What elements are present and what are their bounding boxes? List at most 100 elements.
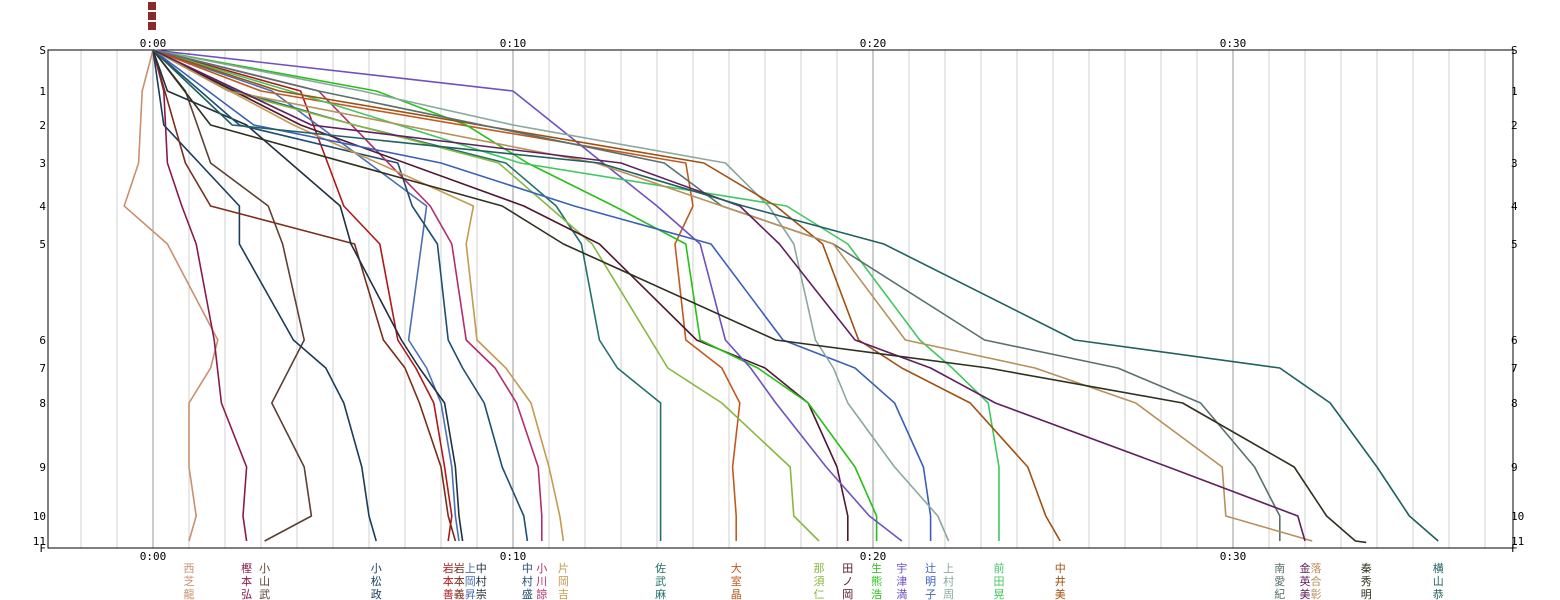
y-tick-label-right: 8 bbox=[1511, 397, 1518, 410]
runner-name-char: 西 bbox=[184, 562, 195, 575]
runner-name-char: 佐 bbox=[655, 561, 666, 575]
series-line-16 bbox=[152, 49, 903, 542]
runner-name-char: 村 bbox=[522, 574, 533, 588]
runner-name-char: 英 bbox=[1300, 574, 1311, 588]
runner-name-char: 上 bbox=[465, 562, 476, 575]
series-line-13 bbox=[152, 49, 820, 542]
runner-name-char: 紀 bbox=[1274, 588, 1285, 600]
y-tick-label-left: 7 bbox=[39, 362, 46, 375]
runner-name-char: 恭 bbox=[1433, 588, 1444, 600]
runner-name-char: 岩 bbox=[454, 561, 465, 575]
y-tick-label-left: 10 bbox=[33, 510, 46, 523]
runner-name-char: 村 bbox=[476, 574, 487, 588]
series-line-14 bbox=[152, 49, 849, 541]
runner-name-char: 麻 bbox=[655, 587, 666, 600]
runner-name-char: 小 bbox=[371, 562, 382, 575]
y-tick-label-left: 1 bbox=[39, 85, 46, 98]
series-line-4 bbox=[152, 49, 453, 542]
runner-name-char: 金 bbox=[1300, 561, 1311, 575]
y-tick-label-left: 6 bbox=[39, 334, 46, 347]
runner-name-char: 須 bbox=[814, 575, 825, 588]
runner-name-char: 美 bbox=[1055, 588, 1066, 600]
runner-name-char: 政 bbox=[371, 587, 382, 600]
series-line-24 bbox=[152, 49, 1367, 544]
x-tick-label-bottom: 0:00 bbox=[140, 550, 167, 563]
runner-name-char: 盛 bbox=[522, 587, 533, 600]
series-line-15 bbox=[152, 49, 878, 541]
header-marker-icon bbox=[148, 2, 156, 30]
series-line-8 bbox=[152, 49, 529, 542]
series-line-12 bbox=[152, 49, 741, 541]
y-tick-label-left: 8 bbox=[39, 397, 46, 410]
y-tick-label-left: 2 bbox=[39, 119, 46, 132]
runner-name-char: 生 bbox=[871, 561, 882, 575]
runner-name-char: 小 bbox=[259, 562, 270, 575]
series-line-10 bbox=[152, 49, 565, 542]
y-tick-label-right: 9 bbox=[1511, 461, 1518, 474]
runner-name-char: 落 bbox=[1311, 562, 1322, 575]
y-tick-label-left: 11 bbox=[33, 535, 46, 548]
runner-name-char: 子 bbox=[925, 588, 936, 600]
series-line-23 bbox=[152, 49, 1306, 542]
runner-name-char: 満 bbox=[896, 588, 907, 600]
series-line-21 bbox=[152, 49, 1281, 541]
series-line-20 bbox=[152, 49, 1061, 542]
series-line-2 bbox=[152, 49, 313, 542]
runner-name-char: 崇 bbox=[476, 588, 487, 600]
runner-name-char: 武 bbox=[655, 575, 666, 588]
runner-name-char: 室 bbox=[731, 574, 742, 588]
y-tick-label-left: 9 bbox=[39, 461, 46, 474]
y-tick-label-left: 3 bbox=[39, 157, 46, 170]
runner-name-char: 周 bbox=[943, 588, 954, 600]
runner-name-char: 片 bbox=[558, 562, 569, 575]
y-tick-label-right: 1 bbox=[1511, 85, 1518, 98]
plot-frame bbox=[47, 49, 1514, 549]
x-tick-label-bottom: 0:10 bbox=[500, 550, 527, 563]
runner-name-char: 大 bbox=[731, 561, 742, 575]
series-line-18 bbox=[152, 49, 950, 542]
series-line-19 bbox=[152, 49, 1000, 541]
y-tick-label-right: 10 bbox=[1511, 510, 1524, 523]
runner-name-char: 武 bbox=[259, 588, 270, 600]
runner-name-char: 昇 bbox=[465, 588, 476, 600]
x-tick-label-top: 0:10 bbox=[500, 37, 527, 50]
x-tick-label-top: 0:00 bbox=[140, 37, 167, 50]
runner-name-char: 那 bbox=[814, 562, 825, 575]
y-tick-label-right: S bbox=[1511, 44, 1518, 57]
y-tick-label-left: F bbox=[39, 542, 46, 555]
runner-name-char: 岡 bbox=[558, 575, 569, 588]
runner-name-char: 義 bbox=[454, 587, 465, 600]
runner-name-char: 前 bbox=[994, 561, 1005, 575]
runner-name-char: 晶 bbox=[731, 588, 742, 600]
y-tick-label-right: 7 bbox=[1511, 362, 1518, 375]
y-tick-label-left: 5 bbox=[39, 238, 46, 251]
runner-lines bbox=[123, 49, 1439, 544]
runner-name-char: 浩 bbox=[871, 588, 882, 600]
runner-name-char: 弘 bbox=[241, 588, 252, 600]
series-line-0 bbox=[123, 49, 219, 542]
x-tick-label-bottom: 0:20 bbox=[860, 550, 887, 563]
y-tick-label-right: 6 bbox=[1511, 334, 1518, 347]
runner-name-char: 明 bbox=[925, 575, 936, 588]
runner-name-char: 芝 bbox=[184, 575, 195, 588]
y-tick-label-right: F bbox=[1511, 542, 1518, 555]
runner-name-char: 岡 bbox=[465, 575, 476, 588]
runner-name-char: 中 bbox=[1055, 562, 1066, 575]
runner-name-char: 善 bbox=[443, 587, 454, 600]
runner-name-char: 岡 bbox=[842, 588, 853, 600]
y-tick-label-left: S bbox=[39, 44, 46, 57]
y-tick-label-right: 5 bbox=[1511, 238, 1518, 251]
runner-name-char: 津 bbox=[896, 575, 907, 588]
runner-name-char: 彰 bbox=[1311, 587, 1322, 600]
runner-name-char: 川 bbox=[536, 575, 547, 588]
runner-name-char: 本 bbox=[454, 574, 465, 588]
runner-name-char: 晃 bbox=[994, 588, 1005, 600]
runner-name-char: 田 bbox=[994, 575, 1005, 588]
axes: 0:000:000:100:100:200:200:300:30S S1 12 23 3… bbox=[33, 37, 1525, 563]
runner-name-char: 吉 bbox=[558, 588, 569, 600]
runner-name-char: 諒 bbox=[536, 587, 547, 600]
runner-name-char: 秀 bbox=[1361, 575, 1372, 588]
y-tick-label-right: 11 bbox=[1511, 535, 1524, 548]
runner-name-char: 南 bbox=[1274, 562, 1285, 575]
